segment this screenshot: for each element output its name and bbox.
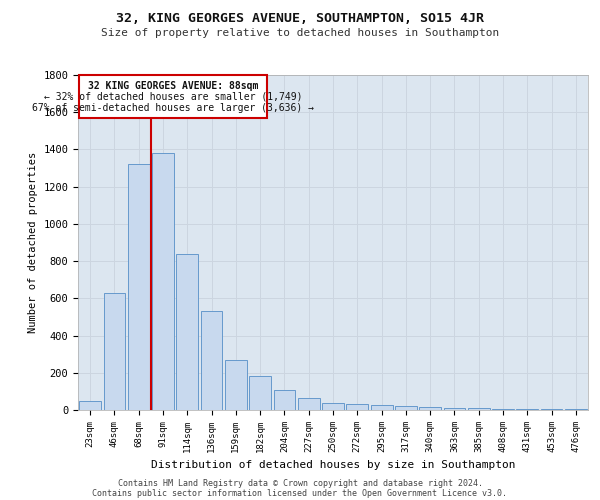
- Bar: [395, 406, 417, 410]
- Bar: [152, 153, 174, 410]
- Bar: [565, 409, 587, 410]
- Text: Contains HM Land Registry data © Crown copyright and database right 2024.: Contains HM Land Registry data © Crown c…: [118, 478, 482, 488]
- Bar: [517, 409, 538, 410]
- Bar: [419, 407, 441, 410]
- Text: Contains public sector information licensed under the Open Government Licence v3: Contains public sector information licen…: [92, 488, 508, 498]
- Text: 67% of semi-detached houses are larger (3,636) →: 67% of semi-detached houses are larger (…: [32, 103, 314, 113]
- Bar: [322, 404, 344, 410]
- Bar: [371, 405, 392, 410]
- X-axis label: Distribution of detached houses by size in Southampton: Distribution of detached houses by size …: [151, 460, 515, 470]
- Bar: [200, 312, 223, 410]
- Text: 32, KING GEORGES AVENUE, SOUTHAMPTON, SO15 4JR: 32, KING GEORGES AVENUE, SOUTHAMPTON, SO…: [116, 12, 484, 26]
- Bar: [468, 408, 490, 410]
- Bar: [541, 409, 562, 410]
- Text: ← 32% of detached houses are smaller (1,749): ← 32% of detached houses are smaller (1,…: [44, 92, 302, 102]
- Bar: [298, 398, 320, 410]
- Bar: [79, 75, 268, 118]
- Bar: [274, 390, 295, 410]
- Bar: [104, 292, 125, 410]
- Bar: [79, 400, 101, 410]
- Bar: [176, 254, 198, 410]
- Bar: [128, 164, 149, 410]
- Bar: [443, 408, 466, 410]
- Bar: [249, 376, 271, 410]
- Bar: [225, 360, 247, 410]
- Text: 32 KING GEORGES AVENUE: 88sqm: 32 KING GEORGES AVENUE: 88sqm: [88, 80, 259, 90]
- Bar: [492, 408, 514, 410]
- Text: Size of property relative to detached houses in Southampton: Size of property relative to detached ho…: [101, 28, 499, 38]
- Y-axis label: Number of detached properties: Number of detached properties: [28, 152, 38, 333]
- Bar: [346, 404, 368, 410]
